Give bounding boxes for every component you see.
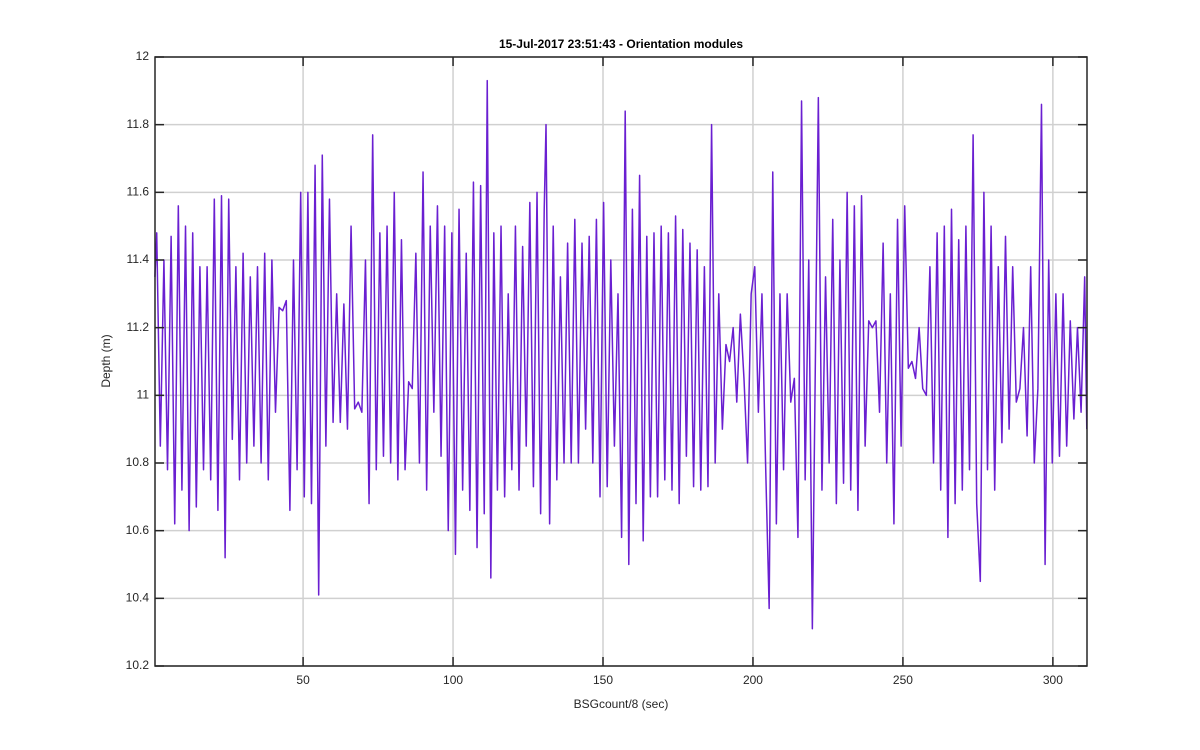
axes-box — [154, 56, 1088, 667]
x-tick-label: 50 — [296, 673, 310, 687]
y-tick-label: 11.8 — [127, 117, 150, 131]
y-axis-label: Depth (m) — [99, 334, 113, 387]
y-tick-label: 11.6 — [127, 185, 150, 199]
x-tick-label: 300 — [1043, 673, 1063, 687]
data-lines — [154, 79, 1088, 630]
x-axis-label: BSGcount/8 (sec) — [574, 697, 669, 711]
y-tick-label: 11 — [137, 388, 150, 402]
y-tick-label: 11.4 — [127, 252, 150, 266]
chart-title: 15-Jul-2017 23:51:43 - Orientation modul… — [499, 37, 743, 51]
x-tick-label: 200 — [743, 673, 763, 687]
y-tick-label: 10.6 — [126, 523, 150, 537]
x-tick-label: 250 — [893, 673, 913, 687]
x-tick-label: 100 — [443, 673, 463, 687]
y-tick-label: 10.4 — [126, 591, 150, 605]
ticks: 50 100 150 200 250 300 10.2 10.4 10.6 10.8 11 11.2 1… — [126, 49, 1087, 687]
x-tick-label: 150 — [593, 673, 613, 687]
y-tick-label: 12 — [136, 49, 150, 63]
y-tick-label: 10.2 — [126, 658, 150, 672]
y-tick-label: 11.2 — [127, 320, 150, 334]
data-line — [154, 79, 1088, 630]
y-tick-label: 10.8 — [126, 455, 150, 469]
